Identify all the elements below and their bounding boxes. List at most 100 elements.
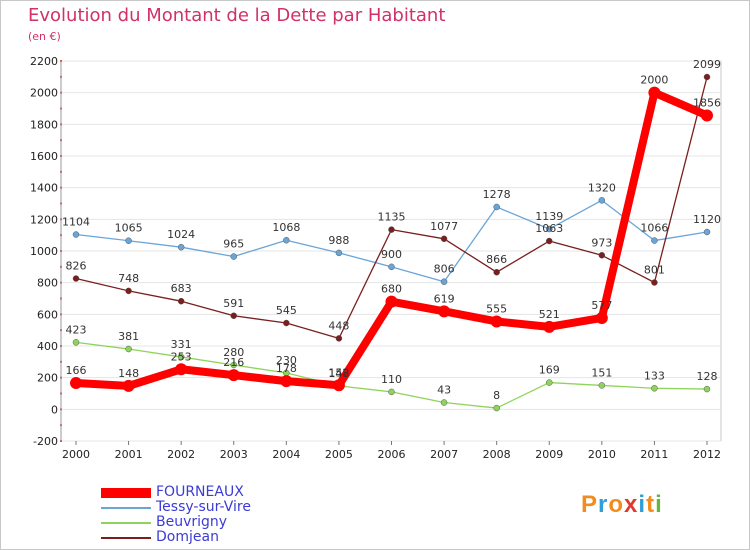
data-label: 748 (118, 272, 139, 285)
data-label: 683 (171, 282, 192, 295)
x-tick-label: 2006 (378, 448, 406, 461)
data-label: 866 (486, 253, 507, 266)
data-label: 521 (539, 308, 560, 321)
data-label: 1320 (588, 181, 616, 194)
data-point (651, 385, 658, 392)
data-point (230, 253, 237, 260)
logo-letter: x (624, 491, 639, 518)
y-tick-label: 0 (51, 403, 58, 416)
legend-label-fourneaux: FOURNEAUX (156, 484, 244, 500)
legend-item-tessy: Tessy-sur-Vire (101, 499, 321, 515)
data-point (388, 263, 395, 271)
logo-letter: t (646, 491, 656, 518)
data-label: 1139 (535, 210, 563, 223)
data-point (227, 369, 240, 382)
legend-swatch-beuvrigny (101, 522, 151, 524)
legend-label-tessy: Tessy-sur-Vire (156, 499, 251, 515)
proxiti-logo: Proxiti (581, 491, 663, 519)
logo-letter: i (638, 491, 647, 518)
data-label: 1856 (693, 96, 721, 109)
x-tick-label: 2008 (483, 448, 511, 461)
data-label: 178 (276, 362, 297, 375)
data-label: 577 (591, 299, 612, 312)
data-label: 900 (381, 248, 402, 261)
data-point (595, 311, 608, 324)
grid-lines (60, 60, 722, 442)
x-tick-label: 2002 (167, 448, 195, 461)
data-label: 1063 (535, 222, 563, 235)
data-point (703, 228, 711, 236)
data-label: 216 (223, 356, 244, 369)
data-label: 8 (493, 389, 500, 402)
data-label: 1065 (115, 222, 143, 235)
data-label: 965 (223, 238, 244, 251)
data-label: 801 (644, 264, 665, 277)
data-point (122, 379, 135, 392)
data-label: 1077 (430, 220, 458, 233)
data-point (493, 203, 500, 211)
x-tick-label: 2004 (272, 448, 300, 461)
data-label: 166 (66, 364, 87, 377)
data-point (703, 385, 711, 393)
x-tick-label: 2007 (430, 448, 458, 461)
data-label: 230 (276, 354, 297, 367)
data-point (230, 312, 237, 320)
data-label: 331 (171, 338, 192, 351)
x-axis: 2000 2001 2002 2003 2004 2005 2006 2007 2008 2009… (62, 441, 721, 461)
data-label: 591 (223, 297, 244, 310)
data-label: 619 (434, 292, 455, 305)
data-point (703, 73, 711, 81)
y-tick-label: 1000 (30, 245, 58, 258)
y-tick-label: 600 (37, 308, 58, 321)
data-label: 1068 (272, 221, 300, 234)
logo-letter: o (608, 491, 625, 518)
chart-title: Evolution du Montant de la Dette par Hab… (28, 5, 446, 26)
data-point (335, 249, 343, 257)
data-label: 423 (66, 323, 87, 336)
logo-letter: i (655, 491, 663, 518)
data-label: 1278 (483, 188, 511, 201)
data-label: 148 (118, 367, 139, 380)
y-tick-label: 200 (37, 372, 58, 385)
x-tick-label: 2001 (115, 448, 143, 461)
data-label: 680 (381, 283, 402, 296)
y-tick-label: 1600 (30, 150, 58, 163)
x-tick-label: 2011 (640, 448, 668, 461)
y-tick-label: 400 (37, 340, 58, 353)
data-label: 1024 (167, 228, 195, 241)
y-axis: -200 0 200 400 600 800 1000 1200 1400 1600 1800 200… (30, 55, 62, 448)
data-point (385, 295, 398, 308)
y-tick-label: 1800 (30, 118, 58, 131)
data-point (230, 361, 237, 369)
data-point (598, 252, 606, 259)
data-point (70, 377, 82, 390)
data-label: 381 (118, 330, 139, 343)
x-tick-label: 2010 (588, 448, 616, 461)
data-label: 2099 (693, 58, 721, 71)
legend-item-beuvrigny: Beuvrigny (101, 514, 321, 530)
data-point (438, 305, 451, 318)
data-point (125, 345, 132, 353)
data-point (177, 243, 185, 251)
data-point (546, 379, 553, 386)
y-tick-label: 800 (37, 277, 58, 290)
data-point (388, 388, 395, 396)
data-point (651, 237, 658, 244)
data-point (493, 268, 500, 276)
y-tick-label: -200 (33, 435, 58, 448)
data-point (177, 353, 185, 361)
data-label: 973 (591, 236, 612, 249)
data-point (72, 231, 80, 238)
legend-label-domjean: Domjean (156, 529, 219, 545)
legend-swatch-fourneaux (101, 488, 151, 498)
legend-item-domjean: Domjean (101, 529, 321, 545)
logo-letter: r (598, 491, 609, 518)
data-label: 133 (644, 369, 665, 382)
data-point (493, 404, 500, 412)
x-tick-label: 2000 (62, 448, 90, 461)
data-label: 988 (328, 234, 349, 247)
data-point (598, 197, 606, 204)
data-label: 545 (276, 304, 297, 317)
